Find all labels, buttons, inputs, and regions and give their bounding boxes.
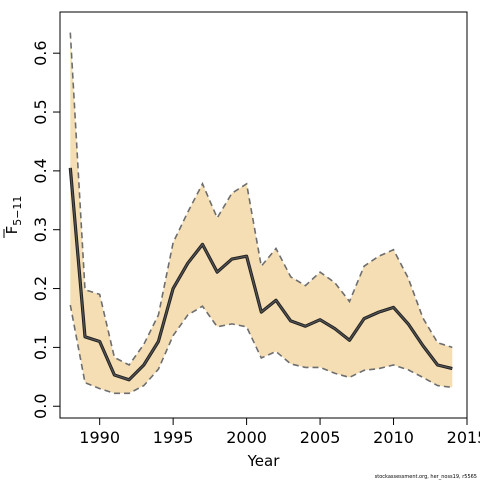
lower-bound-line <box>69 304 453 395</box>
x-axis-title: Year <box>247 452 281 470</box>
x-tick-label: 2010 <box>373 428 414 447</box>
y-tick-label: 0.5 <box>31 99 50 124</box>
y-axis: 0.0 0.1 0.2 0.3 0.4 0.5 0.6 <box>31 40 60 419</box>
x-tick-label: 2005 <box>300 428 341 447</box>
x-tick-label: 2000 <box>226 428 267 447</box>
y-tick-label: 0.2 <box>31 276 50 301</box>
y-tick-label: 0.4 <box>31 158 50 183</box>
upper-bound-line <box>69 32 453 367</box>
y-axis-title: F5−11 <box>3 196 24 238</box>
x-tick-label: 1995 <box>153 428 194 447</box>
plot-frame <box>59 11 468 419</box>
y-axis-title-text: F5−11 <box>3 196 24 235</box>
y-tick-label: 0.6 <box>31 40 50 65</box>
y-tick-label: 0.1 <box>31 335 50 360</box>
estimate-line-core <box>69 167 453 381</box>
x-axis: 1990 1995 2000 2005 2010 2015 <box>79 418 480 447</box>
x-tick-label: 1990 <box>79 428 120 447</box>
confidence-band <box>70 32 453 394</box>
y-tick-label: 0.3 <box>31 217 50 242</box>
x-tick-label: 2015 <box>447 428 480 447</box>
source-note: stockassessment.org, her_noss19, r5565 <box>375 474 477 480</box>
y-tick-label: 0.0 <box>31 394 50 419</box>
